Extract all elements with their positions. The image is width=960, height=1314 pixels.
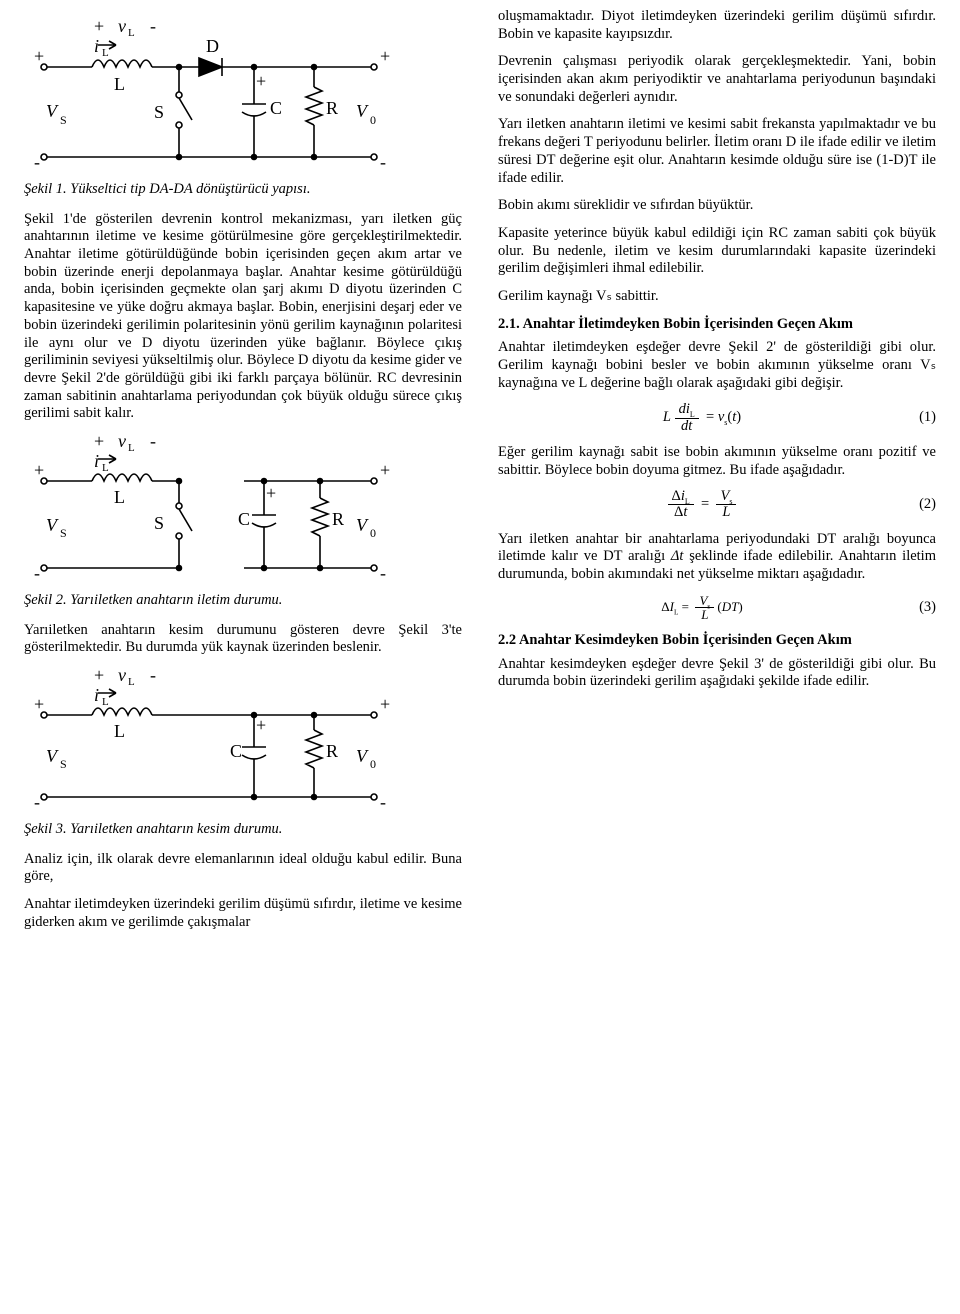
equation-2-number: (2)	[906, 496, 936, 514]
svg-text:-: -	[34, 792, 40, 812]
left-paragraph-1: Şekil 1'de gösterilen devrenin kontrol m…	[24, 211, 462, 423]
svg-text:L: L	[114, 74, 125, 94]
svg-text:L: L	[114, 487, 125, 507]
svg-text:V: V	[356, 515, 369, 535]
svg-text:V: V	[356, 101, 369, 121]
right-paragraph-7: Anahtar iletimdeyken eşdeğer devre Şekil…	[498, 339, 936, 392]
right-paragraph-5: Kapasite yeterince büyük kabul edildiği …	[498, 225, 936, 278]
right-paragraph-3: Yarı iletken anahtarın iletimi ve kesimi…	[498, 116, 936, 187]
svg-text:-: -	[380, 152, 386, 172]
svg-text:R: R	[326, 741, 338, 761]
figure-3-circuit: +- +- +- iL vL L C + R VS V0	[24, 667, 462, 817]
equation-3-body: ΔIL = VsL (DT)	[498, 594, 906, 622]
svg-text:-: -	[150, 433, 156, 451]
svg-text:0: 0	[370, 757, 376, 771]
svg-text:R: R	[326, 98, 338, 118]
svg-text:-: -	[34, 563, 40, 583]
svg-text:0: 0	[370, 526, 376, 540]
svg-text:C: C	[238, 509, 250, 529]
svg-text:+: +	[380, 46, 390, 66]
section-2-1-title: 2.1. Anahtar İletimdeyken Bobin İçerisin…	[498, 316, 936, 334]
right-paragraph-8: Eğer gerilim kaynağı sabit ise bobin akı…	[498, 444, 936, 479]
svg-text:S: S	[154, 102, 164, 122]
svg-text:S: S	[154, 513, 164, 533]
svg-text:-: -	[150, 667, 156, 685]
svg-text:+: +	[34, 694, 44, 714]
svg-text:i: i	[94, 685, 99, 705]
left-column: + - + - +- iL vL L D S C + R VS V0	[24, 8, 462, 941]
svg-text:0: 0	[370, 113, 376, 127]
svg-text:+: +	[380, 460, 390, 480]
svg-text:C: C	[230, 741, 242, 761]
svg-text:L: L	[102, 462, 109, 474]
equation-1-number: (1)	[906, 409, 936, 427]
left-paragraph-2: Yarıiletken anahtarın kesim durumunu gös…	[24, 622, 462, 657]
circuit-1-svg: + - + - +- iL vL L D S C + R VS V0	[24, 12, 394, 177]
right-paragraph-1: oluşmamaktadır. Diyot iletimdeyken üzeri…	[498, 8, 936, 43]
section-2-2-title: 2.2 Anahtar Kesimdeyken Bobin İçerisinde…	[498, 632, 936, 650]
svg-text:-: -	[34, 152, 40, 172]
svg-text:L: L	[128, 442, 135, 454]
svg-text:-: -	[380, 792, 386, 812]
equation-1-body: L diLdt = vs(t)	[498, 402, 906, 433]
svg-text:+: +	[34, 46, 44, 66]
figure-2-circuit: +- +- +- iL vL L S C + R VS V0	[24, 433, 462, 588]
circuit-3-svg: +- +- +- iL vL L C + R VS V0	[24, 667, 394, 817]
equation-3: ΔIL = VsL (DT) (3)	[498, 594, 936, 622]
right-paragraph-4: Bobin akımı süreklidir ve sıfırdan büyük…	[498, 197, 936, 215]
svg-text:+: +	[34, 460, 44, 480]
svg-text:v: v	[118, 433, 126, 451]
svg-text:i: i	[94, 36, 99, 56]
equation-1: L diLdt = vs(t) (1)	[498, 402, 936, 433]
svg-text:v: v	[118, 667, 126, 685]
svg-text:V: V	[46, 515, 59, 535]
left-paragraph-3: Analiz için, ilk olarak devre elemanları…	[24, 851, 462, 886]
svg-text:+: +	[266, 483, 276, 503]
svg-text:+: +	[256, 71, 266, 91]
svg-text:L: L	[102, 696, 109, 708]
figure-1-circuit: + - + - +- iL vL L D S C + R VS V0	[24, 12, 462, 177]
delta-t-symbol: Δt	[671, 548, 684, 564]
svg-text:L: L	[128, 27, 135, 39]
figure-1-caption: Şekil 1. Yükseltici tip DA-DA dönüştürüc…	[24, 181, 462, 199]
equation-2: ΔiLΔt = VsL (2)	[498, 489, 936, 520]
equation-3-number: (3)	[906, 599, 936, 617]
svg-text:V: V	[46, 101, 59, 121]
svg-text:R: R	[332, 509, 344, 529]
svg-text:V: V	[46, 746, 59, 766]
right-column: oluşmamaktadır. Diyot iletimdeyken üzeri…	[498, 8, 936, 941]
svg-text:S: S	[60, 526, 67, 540]
svg-text:+: +	[94, 16, 104, 36]
svg-text:v: v	[118, 16, 126, 36]
right-paragraph-6: Gerilim kaynağı Vₛ sabittir.	[498, 288, 936, 306]
figure-2-caption: Şekil 2. Yarıiletken anahtarın iletim du…	[24, 592, 462, 610]
right-paragraph-9: Yarı iletken anahtar bir anahtarlama per…	[498, 531, 936, 584]
equation-2-body: ΔiLΔt = VsL	[498, 489, 906, 520]
svg-text:L: L	[128, 676, 135, 688]
right-paragraph-10: Anahtar kesimdeyken eşdeğer devre Şekil …	[498, 656, 936, 691]
right-paragraph-2: Devrenin çalışması periyodik olarak gerç…	[498, 53, 936, 106]
svg-text:L: L	[114, 721, 125, 741]
svg-text:+: +	[94, 667, 104, 685]
svg-text:-: -	[150, 16, 156, 36]
left-paragraph-4: Anahtar iletimdeyken üzerindeki gerilim …	[24, 896, 462, 931]
svg-text:i: i	[94, 451, 99, 471]
svg-text:C: C	[270, 98, 282, 118]
svg-text:+: +	[380, 694, 390, 714]
svg-text:V: V	[356, 746, 369, 766]
svg-text:-: -	[380, 563, 386, 583]
figure-3-caption: Şekil 3. Yarıiletken anahtarın kesim dur…	[24, 821, 462, 839]
svg-text:S: S	[60, 113, 67, 127]
svg-text:D: D	[206, 36, 219, 56]
svg-text:+: +	[94, 433, 104, 451]
svg-text:L: L	[102, 47, 109, 59]
svg-text:S: S	[60, 757, 67, 771]
svg-text:+: +	[256, 715, 266, 735]
circuit-2-svg: +- +- +- iL vL L S C + R VS V0	[24, 433, 394, 588]
